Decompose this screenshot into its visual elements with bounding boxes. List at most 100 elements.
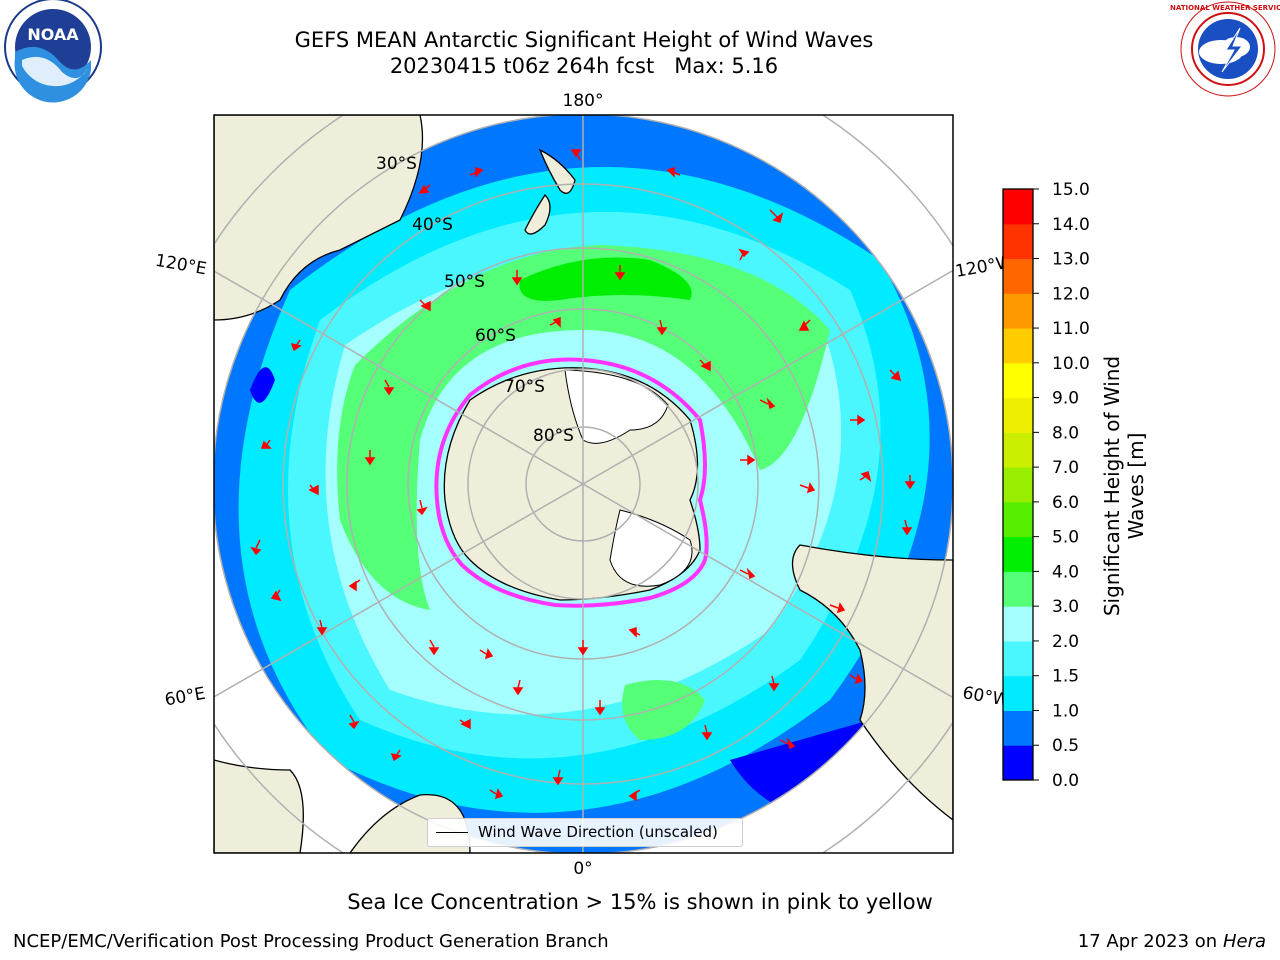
wave-arrow (699, 359, 711, 372)
lat-label-30s: 30°S (376, 154, 417, 174)
noaa-logo-text: NOAA (27, 25, 79, 44)
wave-arrow (769, 209, 784, 223)
colorbar-tick-label: 13.0 (1052, 250, 1090, 270)
map-gridlines (214, 115, 953, 853)
wave-arrow (290, 339, 302, 352)
colorbar-tick-label: 0.5 (1052, 736, 1079, 756)
wave-arrow (738, 248, 750, 261)
wave-arrow (628, 626, 641, 638)
colorbar-segment (1003, 362, 1033, 399)
wave-arrow (768, 675, 780, 692)
wave-arrow (390, 749, 402, 762)
colorbar: 0.0 0.5 1.0 1.5 2.0 3.0 4.0 5.0 6.0 7.0 8.0 9.0 10.0… (1002, 180, 1090, 791)
colorbar-frame (1002, 188, 1034, 781)
lon-label-0: 0° (573, 859, 592, 879)
wind-wave-arrows (250, 149, 916, 802)
sea-ice-note: Sea Ice Concentration > 15% is shown in … (347, 890, 933, 914)
colorbar-tick-label: 2.0 (1052, 632, 1079, 652)
colorbar-tick-label: 4.0 (1052, 562, 1079, 582)
wave-arrow (348, 714, 360, 730)
footer-credit: NCEP/EMC/Verification Post Processing Pr… (13, 931, 609, 952)
footer-date-text: 17 Apr 2023 on (1077, 931, 1223, 952)
wave-arrow (594, 700, 606, 716)
colorbar-segment (1003, 536, 1033, 572)
wave-arrow (383, 379, 395, 396)
colorbar-tick-label: 5.0 (1052, 528, 1079, 548)
colorbar-tick-label: 14.0 (1052, 215, 1090, 235)
wave-arrow (614, 265, 626, 281)
colorbar-segment (1003, 189, 1033, 225)
colorbar-segment (1003, 745, 1033, 781)
wave-arrow (469, 166, 484, 178)
wave-arrow (479, 648, 494, 660)
sea-ice-edge (434, 357, 709, 608)
legend-line-swatch (436, 832, 468, 833)
colorbar-tick-label: 1.5 (1052, 667, 1079, 687)
map-legend: Wind Wave Direction (unscaled) (427, 818, 743, 847)
wave-arrow (829, 602, 846, 614)
wave-arrow (904, 475, 916, 490)
wave-arrow (552, 769, 564, 786)
colorbar-segment (1003, 710, 1033, 746)
chart-subtitle: 20230415 t06z 264h fcst Max: 5.16 (389, 54, 779, 78)
colorbar-segment (1003, 606, 1033, 642)
colorbar-tick-label: 1.0 (1052, 701, 1079, 721)
wave-arrow (849, 673, 864, 685)
wave-arrow (901, 519, 913, 536)
colorbar-tick-label: 9.0 (1052, 389, 1079, 409)
colorbar-tick-label: 11.0 (1052, 319, 1090, 339)
nws-logo: NATIONAL WEATHER SERVICE (1170, 1, 1280, 97)
wave-arrow (512, 679, 524, 696)
lat-label-80s: 80°S (533, 426, 574, 446)
wave-arrow (740, 454, 756, 466)
colorbar-segment (1003, 640, 1033, 677)
colorbar-tick-label: 3.0 (1052, 597, 1079, 617)
colorbar-segment (1003, 571, 1033, 607)
footer-date: 17 Apr 2023 on Hera (1078, 931, 1266, 952)
colorbar-segment (1003, 293, 1033, 329)
colorbar-segment (1003, 501, 1033, 538)
lat-label-70s: 70°S (504, 377, 545, 397)
colorbar-tick-label: 15.0 (1052, 180, 1090, 200)
lon-label-60e: 60°E (163, 684, 207, 711)
lon-label-180: 180° (563, 91, 604, 111)
colorbar-tick-label: 8.0 (1052, 423, 1079, 443)
wave-arrow (570, 149, 582, 161)
noaa-logo: NOAA (4, 0, 102, 103)
wave-arrow (308, 484, 319, 496)
wave-arrow (850, 414, 866, 426)
wave-arrow (419, 299, 431, 312)
wave-arrow (759, 397, 776, 410)
colorbar-label: Significant Height of Wind Waves [m] (1100, 355, 1148, 617)
wave-arrow (364, 450, 376, 466)
wave-arrow (260, 439, 272, 449)
wave-arrow (316, 619, 328, 636)
wave-arrow (859, 471, 872, 482)
wave-arrow (889, 369, 902, 382)
colorbar-segment (1003, 675, 1033, 711)
wave-arrow (628, 789, 641, 802)
colorbar-tick-label: 10.0 (1052, 354, 1090, 374)
wave-arrow (459, 718, 471, 730)
wave-arrow (799, 482, 816, 494)
colorbar-tick-label: 7.0 (1052, 458, 1079, 478)
wave-arrow (348, 579, 361, 592)
wave-arrow (428, 639, 440, 656)
colorbar-segment (1003, 223, 1033, 260)
colorbar-segment (1003, 397, 1033, 433)
wave-arrow (739, 567, 756, 580)
wave-arrow (577, 640, 589, 656)
wave-arrow (511, 270, 523, 286)
wave-arrow (656, 319, 668, 336)
chart-title: GEFS MEAN Antarctic Significant Height o… (294, 28, 874, 52)
wave-arrow (250, 539, 262, 556)
wave-arrow (489, 788, 504, 800)
wave-arrow (779, 737, 796, 750)
colorbar-segment (1003, 258, 1033, 294)
wave-arrow (270, 589, 282, 602)
wave-arrow (418, 184, 431, 194)
wave-arrow (549, 316, 561, 328)
lat-label-60s: 60°S (475, 326, 516, 346)
legend-label: Wind Wave Direction (unscaled) (478, 823, 718, 841)
